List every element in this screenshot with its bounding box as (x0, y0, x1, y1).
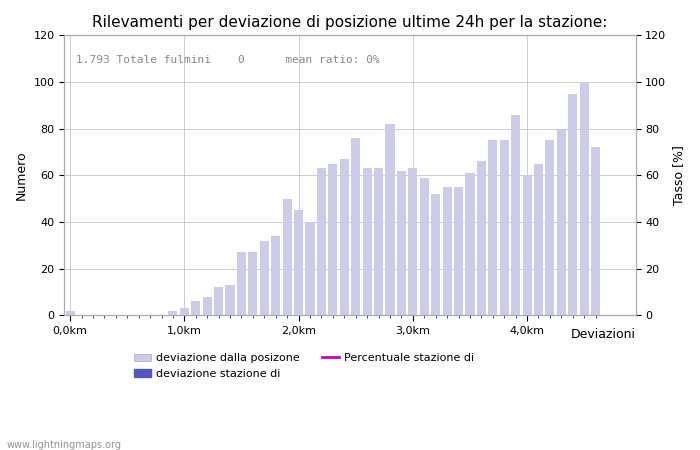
Bar (237, 252, 246, 315)
Bar (283, 199, 292, 315)
Y-axis label: Numero: Numero (15, 151, 28, 200)
Bar (305, 222, 314, 315)
Bar (477, 162, 486, 315)
Bar (420, 178, 429, 315)
Bar (511, 115, 520, 315)
Bar (271, 236, 280, 315)
Y-axis label: Tasso [%]: Tasso [%] (672, 145, 685, 205)
Bar (408, 168, 417, 315)
Bar (202, 297, 212, 315)
Bar (169, 310, 178, 315)
Legend: deviazione dalla posizone, deviazione stazione di, Percentuale stazione di: deviazione dalla posizone, deviazione st… (130, 349, 479, 383)
Bar (442, 187, 452, 315)
Bar (386, 124, 395, 315)
Bar (191, 302, 200, 315)
Bar (522, 176, 531, 315)
Bar (466, 173, 475, 315)
Bar (66, 310, 75, 315)
Bar (294, 210, 303, 315)
Bar (591, 147, 600, 315)
Bar (340, 159, 349, 315)
Bar (225, 285, 234, 315)
Bar (317, 168, 326, 315)
Bar (568, 94, 578, 315)
Text: www.lightningmaps.org: www.lightningmaps.org (7, 440, 122, 450)
Text: Deviazioni: Deviazioni (570, 328, 636, 341)
Bar (488, 140, 498, 315)
Bar (454, 187, 463, 315)
Text: 1.793 Totale fulmini    0      mean ratio: 0%: 1.793 Totale fulmini 0 mean ratio: 0% (76, 55, 379, 65)
Bar (328, 164, 337, 315)
Title: Rilevamenti per deviazione di posizione ultime 24h per la stazione:: Rilevamenti per deviazione di posizione … (92, 15, 608, 30)
Bar (180, 308, 189, 315)
Bar (580, 82, 589, 315)
Bar (374, 168, 383, 315)
Bar (545, 140, 554, 315)
Bar (363, 168, 372, 315)
Bar (214, 288, 223, 315)
Bar (534, 164, 543, 315)
Bar (431, 194, 440, 315)
Bar (351, 138, 360, 315)
Bar (260, 241, 269, 315)
Bar (556, 129, 566, 315)
Bar (248, 252, 258, 315)
Bar (397, 171, 406, 315)
Bar (500, 140, 509, 315)
